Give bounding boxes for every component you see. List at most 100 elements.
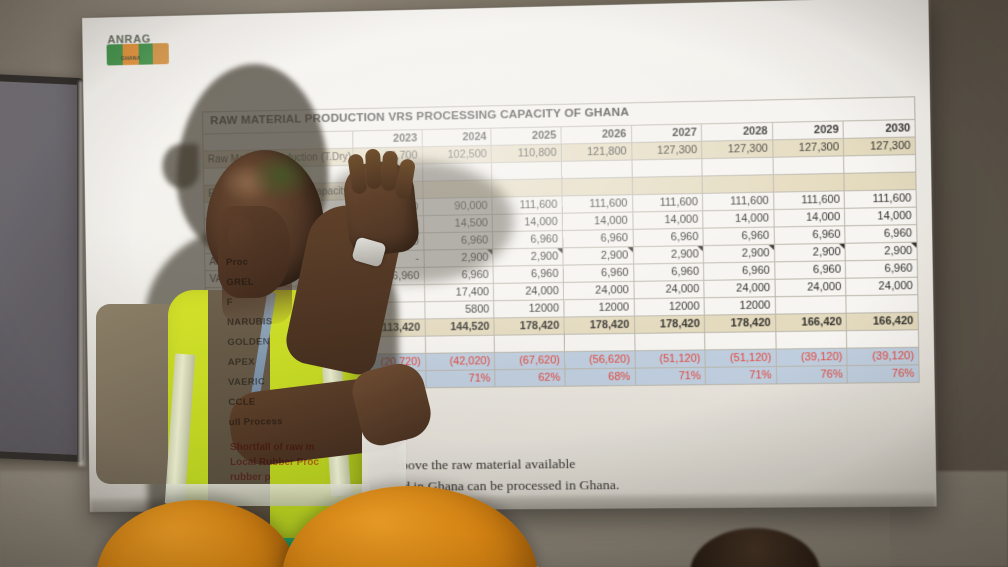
table-cell: 121,800 — [561, 142, 632, 162]
table-cell: (51,120) — [634, 349, 706, 369]
table-cell — [775, 295, 847, 315]
table-cell — [701, 157, 774, 177]
table-cell: 111,600 — [773, 190, 845, 210]
table-cell: 24,000 — [493, 282, 564, 301]
table-cell: 111,600 — [561, 194, 633, 214]
table-cell: 6,960 — [845, 224, 917, 244]
table-cell: 24,000 — [633, 280, 705, 299]
table-cell: 12000 — [704, 296, 776, 316]
table-cell — [846, 294, 919, 314]
table-cell: 127,300 — [631, 141, 702, 160]
projected-label: GOLDEN — [227, 336, 270, 349]
table-cell: 76% — [847, 364, 920, 384]
table-cell: 68% — [564, 368, 636, 387]
table-cell — [631, 158, 703, 178]
table-cell: (39,120) — [775, 348, 848, 367]
table-cell — [702, 174, 774, 194]
finger — [364, 148, 383, 190]
table-cell: 166,420 — [775, 313, 847, 332]
table-cell — [631, 176, 703, 195]
table-cell: 111,600 — [632, 193, 703, 213]
table-cell: 76% — [776, 365, 848, 384]
logo-bars-icon — [106, 42, 169, 66]
table-cell: 6,960 — [703, 261, 775, 281]
projected-label: ull Process — [228, 416, 283, 429]
table-cell: 71% — [425, 369, 496, 388]
column-header-year: 2027 — [630, 123, 702, 143]
finger — [380, 150, 399, 192]
table-cell: 17,400 — [424, 283, 494, 302]
table-cell: 71% — [705, 366, 777, 385]
table-cell: 6,960 — [773, 225, 846, 245]
table-cell: 14,000 — [773, 208, 846, 227]
table-cell: 2,900 — [845, 242, 918, 261]
column-header-year: 2025 — [491, 126, 562, 146]
table-cell: 6,960 — [845, 259, 918, 279]
table-cell — [772, 155, 845, 175]
table-cell — [564, 333, 635, 352]
projected-red-label: Local Rubber Proc — [230, 457, 319, 468]
table-cell — [561, 159, 632, 179]
table-cell: 178,420 — [704, 314, 776, 333]
table-cell: 178,420 — [563, 316, 635, 335]
table-cell: 14,000 — [562, 212, 633, 231]
column-header-year: 2028 — [701, 122, 773, 142]
table-cell: 6,960 — [703, 226, 775, 246]
table-cell: 24,000 — [703, 279, 776, 298]
table-cell: 14,000 — [844, 207, 917, 226]
table-cell: (56,620) — [564, 350, 635, 369]
projected-label: APEX — [227, 356, 255, 369]
projected-label: F — [226, 297, 233, 309]
table-cell: 24,000 — [563, 281, 634, 300]
table-cell: 6,960 — [493, 265, 564, 284]
table-cell — [704, 331, 776, 350]
anrag-logo: ANRAG GHANA — [106, 33, 169, 66]
column-header-year: 2024 — [421, 128, 492, 147]
logo-text: ANRAG — [107, 33, 151, 47]
table-cell — [775, 330, 848, 350]
table-cell: 6,960 — [563, 264, 634, 283]
table-cell: 6,960 — [562, 229, 633, 248]
table-cell: (42,020) — [425, 352, 495, 371]
table-cell — [773, 173, 845, 193]
projected-label: Proc — [225, 256, 249, 269]
table-cell: (67,620) — [494, 351, 565, 370]
table-cell — [424, 335, 495, 354]
table-cell — [844, 172, 917, 191]
table-cell: 127,300 — [701, 139, 773, 159]
table-cell — [846, 329, 919, 349]
whiteboard — [0, 73, 84, 463]
table-cell: 6,960 — [774, 260, 846, 280]
table-cell: 2,900 — [774, 243, 846, 262]
projected-label: CCLE — [228, 396, 256, 409]
table-cell: 2,900 — [632, 245, 704, 265]
head-projected-green — [250, 152, 312, 200]
table-cell: 127,300 — [772, 138, 844, 158]
presenter-ear — [228, 216, 252, 250]
table-cell: 14,000 — [632, 210, 704, 230]
table-cell: 71% — [634, 367, 706, 386]
table-cell: 12000 — [563, 298, 634, 318]
column-header-year: 2029 — [772, 120, 844, 140]
column-header-year: 2030 — [843, 119, 916, 139]
table-cell: 24,000 — [845, 277, 918, 296]
projected-label: GREL — [226, 276, 255, 289]
logo-subtext: GHANA — [120, 55, 141, 63]
projected-red-labels-on-presenter: Shortfall of raw m Local Rubber Proc rubbe… — [230, 440, 400, 485]
table-cell: 24,000 — [774, 278, 847, 297]
presenter-shirt — [96, 304, 176, 484]
table-cell: 5800 — [424, 300, 495, 319]
table-cell — [561, 177, 633, 196]
table-cell: 14,000 — [702, 209, 774, 229]
table-cell: 144,520 — [424, 317, 495, 337]
table-cell: 110,800 — [491, 144, 562, 163]
table-cell: 127,300 — [843, 136, 916, 156]
table-cell — [843, 154, 916, 174]
table-cell: 2,900 — [493, 247, 564, 267]
table-cell: 178,420 — [494, 317, 565, 336]
table-cell — [491, 161, 562, 180]
table-cell: 62% — [494, 368, 565, 388]
projected-label: NARUBIS — [226, 316, 273, 329]
table-cell: 2,900 — [703, 244, 775, 263]
